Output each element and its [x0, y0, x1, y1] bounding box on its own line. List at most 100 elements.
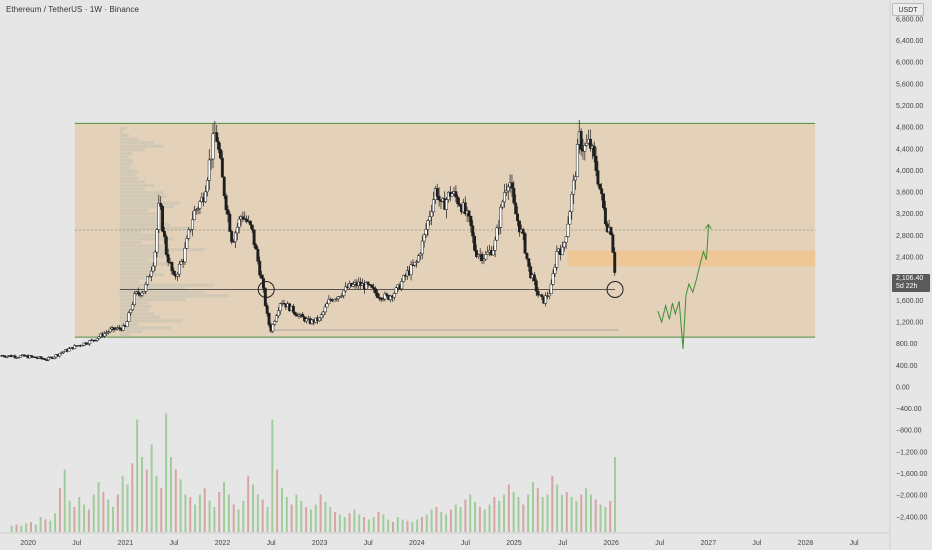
candle-up	[185, 238, 189, 249]
profile-bar	[119, 244, 171, 248]
candle-down	[84, 342, 88, 345]
profile-bar	[119, 326, 171, 330]
price-tick-label: 5,600.00	[896, 81, 923, 88]
candle-up	[321, 311, 325, 316]
volume-bar	[483, 509, 486, 532]
profile-bar	[119, 255, 164, 259]
candle-up	[271, 324, 275, 332]
volume-bar	[343, 517, 346, 532]
volume-bar	[382, 514, 385, 532]
candle-up	[52, 356, 56, 359]
volume-bar	[145, 469, 148, 532]
profile-bar	[119, 215, 161, 220]
volume-bar	[512, 492, 515, 532]
profile-bar	[119, 276, 145, 280]
candle-down	[602, 193, 605, 209]
profile-bar	[119, 183, 155, 187]
volume-bar	[560, 494, 563, 532]
candle-down	[611, 234, 615, 253]
candle-down	[467, 210, 471, 217]
volume-bar	[280, 488, 283, 532]
candle-down	[456, 196, 460, 205]
time-axis[interactable]: 2020 Jul 2021 Jul 2022 Jul 2023 Jul 2024 Jul 2025 J…	[20, 540, 859, 547]
profile-bar	[119, 173, 136, 177]
candle-up	[409, 264, 413, 275]
profile-bar	[119, 258, 149, 262]
candle-down	[30, 355, 34, 358]
volume-bar	[44, 519, 47, 532]
candle-down	[256, 249, 260, 262]
candle-down	[475, 250, 478, 257]
candle-up	[192, 210, 196, 221]
volume-bar	[58, 488, 61, 532]
price-tick-label: 3,600.00	[896, 190, 923, 197]
candle-up	[95, 338, 99, 341]
candle-down	[473, 235, 477, 251]
candle-down	[534, 280, 538, 292]
candle-down	[588, 138, 592, 149]
candle-down	[385, 293, 389, 296]
volume-bar	[73, 507, 76, 532]
profile-bar	[119, 130, 123, 134]
profile-bar	[119, 269, 152, 273]
volume-bar	[430, 509, 433, 532]
candle-up	[67, 348, 71, 352]
profile-bar	[119, 308, 149, 312]
profile-bar	[119, 187, 145, 191]
candle-down	[375, 292, 379, 298]
profile-bar	[119, 240, 142, 244]
time-tick-label: Jul	[72, 540, 81, 547]
candle-up	[549, 284, 553, 294]
volume-bar	[570, 497, 573, 532]
time-tick-label: 2024	[409, 540, 425, 547]
candle-up	[344, 286, 348, 292]
candle-down	[437, 195, 441, 201]
volume-bar	[406, 520, 409, 532]
volume-bar	[324, 502, 327, 532]
price-tick-label: −2,000.00	[896, 493, 927, 500]
candle-down	[613, 252, 617, 273]
profile-bar	[119, 180, 145, 184]
profile-bar	[119, 155, 130, 159]
candle-down	[262, 278, 265, 289]
profile-bar	[119, 322, 139, 326]
volume-bar	[266, 507, 269, 532]
volume-bar	[247, 475, 250, 532]
candle-down	[228, 213, 232, 232]
profile-bar	[119, 219, 158, 223]
volume-bar	[276, 469, 279, 532]
candle-up	[121, 325, 125, 331]
candle-down	[301, 314, 305, 318]
candle-down	[170, 262, 174, 272]
volume-bar	[179, 479, 182, 532]
volume-bar	[377, 512, 380, 532]
price-axis[interactable]: 6,800.00 6,400.00 6,000.00 5,600.00 5,200.00…	[896, 16, 927, 521]
profile-bar	[119, 176, 139, 180]
profile-bar	[119, 319, 183, 323]
profile-bar	[119, 251, 167, 255]
candle-down	[514, 202, 518, 215]
volume-bar	[83, 504, 86, 532]
price-tick-label: 400.00	[896, 363, 918, 370]
candle-up	[551, 273, 555, 285]
volume-bar	[445, 514, 448, 532]
profile-bar	[119, 297, 186, 301]
volume-bar	[15, 524, 18, 532]
volume-bar	[97, 482, 100, 532]
volume-bar	[78, 497, 81, 532]
volume-bar	[165, 413, 168, 532]
candle-up	[191, 219, 194, 230]
volume-bar	[223, 482, 226, 532]
time-tick-label: 2026	[603, 540, 619, 547]
currency-button[interactable]: USDT	[892, 3, 924, 16]
candle-up	[275, 315, 278, 322]
candles	[0, 119, 617, 362]
volume-bar	[184, 494, 187, 532]
candle-down	[471, 225, 475, 237]
candle-down	[118, 327, 122, 329]
candle-up	[325, 303, 329, 308]
volume-bar	[319, 494, 322, 532]
candle-up	[547, 293, 551, 297]
candle-down	[250, 224, 254, 231]
